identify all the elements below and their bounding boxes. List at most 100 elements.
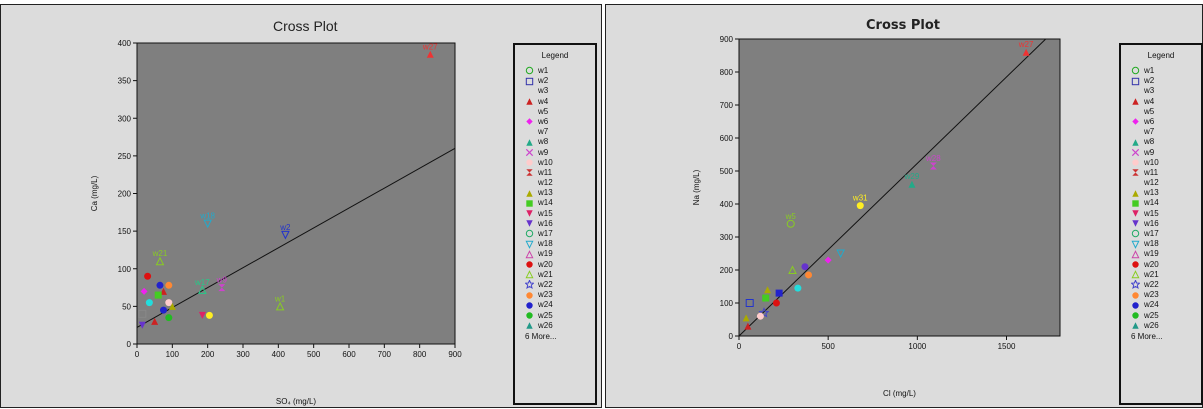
data-point-label: w1 <box>274 294 286 303</box>
legend-item: w21 <box>1121 270 1201 280</box>
y-tick-label: 400 <box>118 39 132 48</box>
chart-panel-left: Cross Plot 0 100 200 300 400 500 600 700 800 900 0… <box>0 4 602 408</box>
legend-marker-icon <box>1131 178 1140 187</box>
y-tick-label: 700 <box>720 101 734 110</box>
legend-items: w1 w2 w3 w4 w5 w6 w7 w8 w9 w10 w11 w12 w13 w14 w15 w16 w… <box>1121 66 1201 331</box>
legend-marker-icon <box>526 220 533 227</box>
legend-item-label: w4 <box>1144 96 1155 106</box>
data-point <box>824 256 832 264</box>
legend-marker-icon <box>1131 249 1140 258</box>
legend-items: w1 w2 w3 w4 w5 w6 w7 w8 w9 w10 w11 w12 w13 w14 w15 w16 w… <box>515 66 595 331</box>
legend-item-label: w23 <box>538 290 553 300</box>
legend-item: w2 <box>1121 76 1201 86</box>
legend-more-link[interactable]: 6 More... <box>525 331 557 341</box>
legend-item: w23 <box>1121 290 1201 300</box>
legend-item-label: w15 <box>1144 208 1159 218</box>
legend-item-label: w20 <box>538 259 553 269</box>
trendline <box>738 38 1047 337</box>
data-point <box>138 321 146 329</box>
y-tick-label: 400 <box>720 200 734 209</box>
data-point-label: w21 <box>152 249 168 258</box>
legend-marker-icon <box>526 159 533 166</box>
data-point-label: w2 <box>279 223 291 232</box>
legend-box: Legend w1 w2 w3 w4 w5 w6 w7 w8 w9 w10 w11 w12 w13 w14… <box>513 43 597 405</box>
legend-marker-icon <box>1131 87 1140 96</box>
legend-item: w20 <box>515 260 595 270</box>
data-point <box>775 289 783 297</box>
y-tick-label: 200 <box>720 266 734 275</box>
x-tick-label: 500 <box>307 350 321 359</box>
legend-item: w10 <box>1121 158 1201 168</box>
legend-marker-icon <box>1132 200 1139 207</box>
legend-item: w7 <box>515 127 595 137</box>
legend-item: w6 <box>1121 117 1201 127</box>
legend-marker-icon <box>525 87 534 96</box>
legend-marker-icon <box>526 261 533 268</box>
x-tick-label: 400 <box>272 350 286 359</box>
chart-title: Cross Plot <box>866 18 941 33</box>
legend-item: w15 <box>515 209 595 219</box>
legend-marker-icon <box>526 189 533 197</box>
x-tick-label: 100 <box>166 350 180 359</box>
legend-item: w5 <box>1121 107 1201 117</box>
data-point <box>744 322 752 330</box>
legend-marker-icon <box>525 107 534 116</box>
data-point <box>762 294 770 302</box>
legend-item: w16 <box>1121 219 1201 229</box>
data-point <box>168 302 176 310</box>
data-point <box>160 287 167 295</box>
legend-item-label: w25 <box>538 310 553 320</box>
legend-item-label: w12 <box>1144 178 1159 188</box>
data-point-label: w27 <box>1018 40 1034 49</box>
legend-item: w25 <box>515 311 595 321</box>
legend-marker-icon <box>1132 261 1139 268</box>
legend-marker-icon <box>526 291 533 299</box>
legend-marker-icon <box>524 279 535 290</box>
legend-item: w17 <box>515 229 595 239</box>
x-axis-label: SO₄ (mg/L) <box>276 397 316 406</box>
legend-more-link[interactable]: 6 More... <box>1131 331 1163 341</box>
legend-item-label: w17 <box>538 229 553 238</box>
scatter-plot-right: 0 500 1000 1500 0 100 200 300 400 500 600 700 800 900… <box>692 35 1061 398</box>
legend-marker-icon <box>526 118 533 126</box>
data-point <box>218 284 226 292</box>
legend-item: w13 <box>1121 188 1201 198</box>
legend-title: Legend <box>1147 51 1175 60</box>
legend-marker-icon <box>525 67 534 75</box>
legend-marker-icon <box>1131 67 1140 75</box>
legend-item-label: w14 <box>538 198 553 208</box>
legend-item-label: w5 <box>538 106 549 116</box>
legend-item: w11 <box>515 168 595 178</box>
data-point <box>145 299 153 307</box>
data-point <box>165 314 173 322</box>
data-point <box>198 285 207 294</box>
data-point <box>908 180 916 188</box>
data-point <box>160 306 167 314</box>
legend-item-label: w10 <box>538 157 553 167</box>
legend-item-label: w13 <box>1144 188 1159 198</box>
data-point-label: w5 <box>785 212 797 221</box>
legend-item-label: w7 <box>1144 127 1155 137</box>
data-point <box>165 299 173 307</box>
x-tick-label: 600 <box>342 350 356 359</box>
legend-item-label: w16 <box>1144 218 1159 228</box>
y-tick-label: 100 <box>720 299 734 308</box>
legend-item: w1 <box>1121 66 1201 76</box>
legend-item: w3 <box>1121 86 1201 96</box>
data-point <box>1022 48 1030 56</box>
legend-marker-icon <box>1132 139 1139 146</box>
legend-marker-icon <box>1132 98 1139 105</box>
data-point <box>758 307 770 318</box>
y-tick-label: 250 <box>118 152 132 161</box>
x-tick-label: 1500 <box>998 342 1016 351</box>
legend-item: w1 <box>515 66 595 76</box>
legend-item: w12 <box>515 178 595 188</box>
data-point <box>151 317 159 325</box>
data-point <box>144 272 152 280</box>
data-point <box>786 219 795 228</box>
legend-item: w6 <box>515 117 595 127</box>
y-axis-label: Na (mg/L) <box>692 169 701 205</box>
legend-item-label: w14 <box>1144 198 1159 208</box>
data-point <box>801 263 809 271</box>
data-point <box>794 284 802 292</box>
